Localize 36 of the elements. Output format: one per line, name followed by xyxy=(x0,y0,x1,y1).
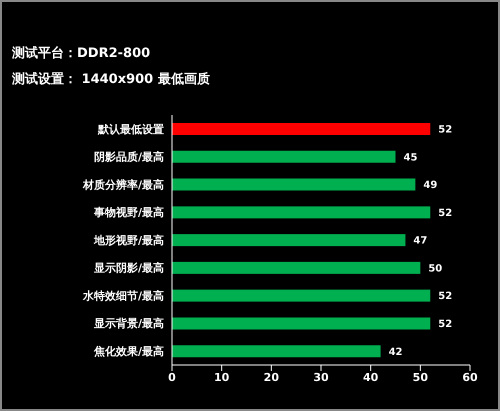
x-tick-label: 30 xyxy=(313,370,329,384)
bar xyxy=(172,345,381,358)
bar xyxy=(172,290,430,302)
data-label: 52 xyxy=(438,291,452,302)
bar xyxy=(172,123,430,135)
x-tick-label: 50 xyxy=(412,370,428,384)
data-label: 52 xyxy=(438,124,452,136)
text: 测试设置： 1440x900 最低画质 xyxy=(12,71,210,88)
y-tick-label: 显示阴影/最高 xyxy=(92,262,164,275)
x-tick-label: 0 xyxy=(168,370,176,384)
data-label: 42 xyxy=(388,346,403,358)
bar xyxy=(172,262,420,274)
data-label: 47 xyxy=(413,236,428,247)
y-tick-label: 材质分辨率/最高 xyxy=(82,178,164,192)
chart-subtitle: 测试平台：DDR2-800 xyxy=(12,45,150,62)
y-tick-label: 事物视野/最高 xyxy=(92,206,164,220)
y-tick-label: 焦化效果/最高 xyxy=(92,345,164,358)
x-tick-label: 40 xyxy=(363,370,379,384)
bar xyxy=(172,206,430,218)
data-label: 52 xyxy=(438,208,452,219)
y-tick-label: 阴影品质/最高 xyxy=(94,150,164,164)
bar xyxy=(172,178,416,191)
bar xyxy=(172,150,396,163)
data-label: 49 xyxy=(423,180,438,192)
bar xyxy=(172,234,406,246)
data-label: 50 xyxy=(428,263,442,274)
y-tick-label: 水特效细节/最高 xyxy=(82,289,164,302)
y-tick-label: 默认最低设置 xyxy=(97,122,164,136)
y-tick-label: 地形视野/最高 xyxy=(92,234,164,247)
bar xyxy=(172,317,430,330)
data-label: 45 xyxy=(404,152,418,164)
x-tick-label: 60 xyxy=(462,370,478,384)
x-tick-label: 10 xyxy=(214,370,230,384)
x-tick-label: 20 xyxy=(264,370,280,384)
data-label: 52 xyxy=(438,318,452,330)
y-tick-label: 显示背景/最高 xyxy=(92,317,164,330)
